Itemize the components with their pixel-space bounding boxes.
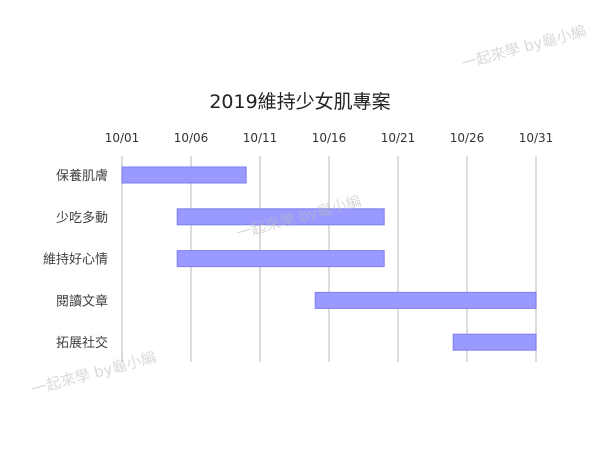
chart-title: 2019維持少女肌專案 <box>209 91 390 113</box>
task-bar <box>314 291 537 309</box>
x-tick-label: 10/31 <box>519 131 554 145</box>
x-tick-label: 10/26 <box>450 131 485 145</box>
category-label: 少吃多動 <box>56 210 108 226</box>
watermark: 一起來學 by龜小編 <box>459 22 587 73</box>
task-bar <box>121 166 247 184</box>
x-tick-label: 10/21 <box>381 131 416 145</box>
category-label: 維持好心情 <box>43 253 108 268</box>
task-bar <box>176 208 385 226</box>
x-tick-label: 10/16 <box>312 131 347 145</box>
x-tick-label: 10/06 <box>174 131 209 145</box>
task-bar <box>452 333 537 351</box>
category-label: 保養肌膚 <box>56 168 108 184</box>
x-tick-label: 10/11 <box>243 131 278 145</box>
x-axis-ticks: 10/01 10/06 10/11 10/16 10/21 10/26 10/31 <box>105 131 554 145</box>
bars <box>121 166 537 351</box>
category-label: 閱讀文章 <box>56 293 108 309</box>
x-tick-label: 10/01 <box>105 131 140 145</box>
watermark: 一起來學 by龜小編 <box>29 348 157 399</box>
task-bar <box>176 250 385 268</box>
category-label: 拓展社交 <box>56 335 108 351</box>
